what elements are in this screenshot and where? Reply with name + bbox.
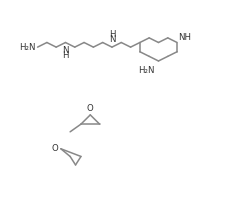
Text: H: H [108, 30, 115, 39]
Text: H: H [62, 51, 68, 60]
Text: N: N [62, 46, 68, 55]
Text: NH: NH [178, 33, 191, 42]
Text: N: N [108, 35, 115, 44]
Text: O: O [52, 144, 58, 153]
Text: O: O [86, 104, 93, 112]
Text: H₂N: H₂N [137, 66, 154, 75]
Text: H₂N: H₂N [19, 43, 35, 52]
